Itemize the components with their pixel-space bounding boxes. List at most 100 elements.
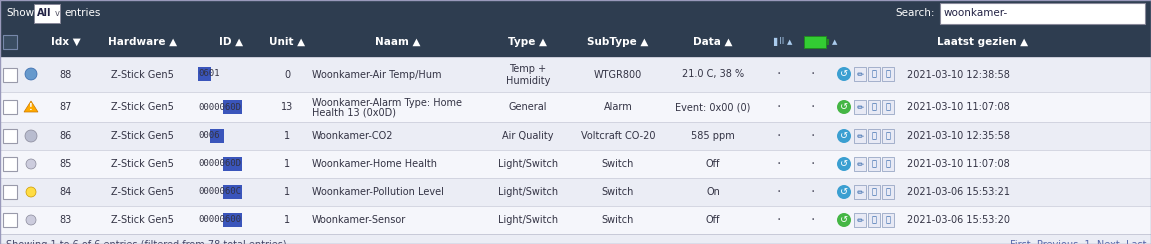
Bar — [868, 157, 881, 171]
Text: Light/Switch: Light/Switch — [498, 159, 558, 169]
Text: 87: 87 — [60, 102, 73, 112]
Bar — [868, 213, 881, 227]
Text: Z-Stick Gen5: Z-Stick Gen5 — [110, 102, 174, 112]
Bar — [0, 206, 1151, 234]
Bar — [882, 157, 894, 171]
Text: Show: Show — [6, 9, 35, 19]
Bar — [868, 185, 881, 199]
Bar — [868, 129, 881, 143]
Bar — [882, 213, 894, 227]
Text: entries: entries — [64, 9, 100, 19]
Text: woonkamer-: woonkamer- — [944, 9, 1008, 19]
Text: ↺: ↺ — [840, 102, 848, 112]
Text: ·: · — [777, 67, 782, 81]
Circle shape — [837, 67, 851, 81]
Text: Laatst gezien ▲: Laatst gezien ▲ — [937, 37, 1029, 47]
Circle shape — [25, 130, 37, 142]
Text: Hardware ▲: Hardware ▲ — [108, 37, 177, 47]
Text: ▲: ▲ — [787, 39, 792, 45]
Text: Woonkamer-Home Health: Woonkamer-Home Health — [312, 159, 437, 169]
Text: 🗑: 🗑 — [885, 102, 891, 112]
Text: 585 ppm: 585 ppm — [691, 131, 734, 141]
Text: Switch: Switch — [602, 215, 634, 225]
Text: Humidity: Humidity — [505, 76, 550, 86]
Text: Switch: Switch — [602, 159, 634, 169]
Bar — [211, 129, 223, 143]
Circle shape — [26, 159, 36, 169]
Text: 2021-03-10 12:38:58: 2021-03-10 12:38:58 — [907, 70, 1009, 80]
Text: Unit ▲: Unit ▲ — [269, 37, 305, 47]
Text: v: v — [55, 9, 60, 18]
Text: Showing 1 to 6 of 6 entries (filtered from 78 total entries): Showing 1 to 6 of 6 entries (filtered fr… — [6, 241, 287, 244]
Text: ▌ll: ▌ll — [773, 38, 785, 47]
Bar — [0, 92, 1151, 122]
Text: Switch: Switch — [602, 187, 634, 197]
Text: Off: Off — [706, 215, 721, 225]
Bar — [882, 185, 894, 199]
Text: ↺: ↺ — [840, 215, 848, 225]
Text: Voltcraft CO-20: Voltcraft CO-20 — [581, 131, 655, 141]
Text: 2021-03-06 15:53:21: 2021-03-06 15:53:21 — [907, 187, 1009, 197]
Text: Z-Stick Gen5: Z-Stick Gen5 — [110, 215, 174, 225]
Text: ·: · — [810, 67, 815, 81]
Text: On: On — [706, 187, 719, 197]
Text: 🗑: 🗑 — [885, 132, 891, 141]
Bar — [882, 100, 894, 114]
Text: Woonkamer-Sensor: Woonkamer-Sensor — [312, 215, 406, 225]
Text: !: ! — [29, 103, 33, 112]
Text: 0000060D: 0000060D — [198, 160, 241, 169]
Text: 1: 1 — [284, 215, 290, 225]
Text: 🗑: 🗑 — [885, 70, 891, 79]
Text: Naam ▲: Naam ▲ — [375, 37, 421, 47]
Bar — [0, 27, 1151, 57]
Text: Data ▲: Data ▲ — [693, 37, 733, 47]
Bar — [3, 35, 17, 49]
Text: 2021-03-10 11:07:08: 2021-03-10 11:07:08 — [907, 102, 1009, 112]
Text: Z-Stick Gen5: Z-Stick Gen5 — [110, 131, 174, 141]
Text: ↺: ↺ — [840, 187, 848, 197]
Bar — [854, 100, 866, 114]
Text: WTGR800: WTGR800 — [594, 70, 642, 80]
Circle shape — [837, 213, 851, 227]
Bar — [35, 4, 60, 23]
Text: ·: · — [777, 100, 782, 114]
Text: ·: · — [777, 213, 782, 227]
Bar — [0, 122, 1151, 150]
Circle shape — [837, 185, 851, 199]
Text: 83: 83 — [60, 215, 73, 225]
Bar — [868, 100, 881, 114]
Text: ✏: ✏ — [856, 102, 863, 112]
Text: ·: · — [810, 129, 815, 143]
Text: ↺: ↺ — [840, 69, 848, 79]
Text: Idx ▼: Idx ▼ — [51, 37, 81, 47]
Text: 0006: 0006 — [198, 132, 220, 141]
Text: ✏: ✏ — [856, 160, 863, 169]
Bar — [940, 3, 1145, 24]
Text: Woonkamer-Air Temp/Hum: Woonkamer-Air Temp/Hum — [312, 70, 442, 80]
Bar — [0, 178, 1151, 206]
Bar — [0, 0, 1151, 27]
Text: 🗑: 🗑 — [885, 187, 891, 196]
Bar — [0, 234, 1151, 244]
Bar — [854, 129, 866, 143]
Text: ▲: ▲ — [832, 39, 838, 45]
Bar — [3, 68, 17, 82]
Bar — [198, 67, 212, 81]
Circle shape — [837, 100, 851, 114]
Text: 13: 13 — [281, 102, 294, 112]
Bar — [0, 150, 1151, 178]
Text: ·: · — [777, 185, 782, 199]
Text: 📋: 📋 — [871, 102, 877, 112]
Bar — [3, 100, 17, 114]
Text: Z-Stick Gen5: Z-Stick Gen5 — [110, 187, 174, 197]
Text: 📋: 📋 — [871, 187, 877, 196]
Text: 🗑: 🗑 — [885, 215, 891, 224]
Polygon shape — [24, 101, 38, 112]
Bar — [826, 39, 829, 45]
Text: ·: · — [810, 157, 815, 171]
Text: First  Previous  1  Next  Last: First Previous 1 Next Last — [1011, 241, 1148, 244]
Bar — [223, 213, 243, 227]
Bar — [882, 67, 894, 81]
Text: ·: · — [810, 185, 815, 199]
Text: 86: 86 — [60, 131, 73, 141]
